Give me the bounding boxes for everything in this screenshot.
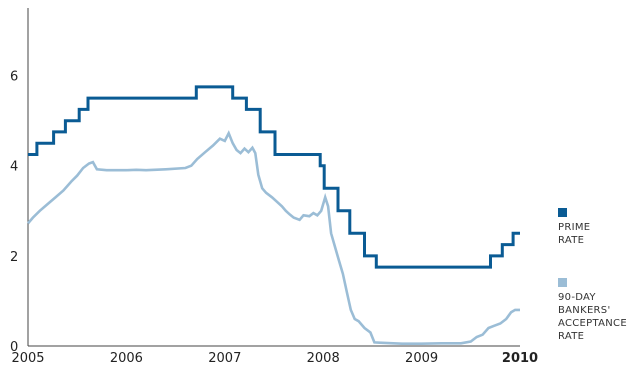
bankers-acceptance-rate-line [27,130,520,345]
y-tick-label: 2 [10,250,18,265]
x-tick-label: 2005 [11,351,44,366]
y-tick-label: 0 [10,340,18,355]
legend-item-bankers-acceptance-rate: 90-DAY BANKERS' ACCEPTANCE RATE [558,278,638,343]
x-tick-label: 2008 [307,351,340,366]
prime-rate-swatch [558,208,567,217]
x-tick-label: 2007 [208,351,241,366]
x-tick-label: 2006 [110,351,143,366]
y-tick-label: 4 [10,160,18,175]
y-tick-label: 6 [10,70,18,85]
bankers-acceptance-swatch [558,278,567,287]
prime-rate-label: PRIME RATE [558,222,591,246]
x-tick-label: 2010 [502,351,538,366]
bankers-acceptance-label: 90-DAY BANKERS' ACCEPTANCE RATE [558,292,627,342]
legend-item-prime-rate: PRIME RATE [558,208,638,247]
prime-rate-line [28,85,520,269]
x-tick-label: 2009 [405,351,438,366]
